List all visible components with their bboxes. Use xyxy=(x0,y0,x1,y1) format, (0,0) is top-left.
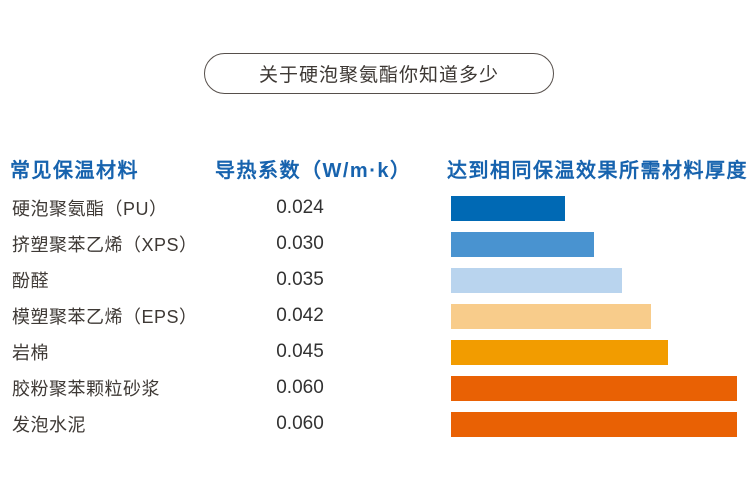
column-header-conductivity: 导热系数（W/m·k） xyxy=(215,159,412,182)
conductivity-value: 0.060 xyxy=(276,377,324,398)
table-row: 酚醛 0.035 xyxy=(0,262,750,298)
table-row: 发泡水泥 0.060 xyxy=(0,406,750,442)
thickness-bar xyxy=(451,231,594,257)
material-label: 硬泡聚氨酯（PU） xyxy=(12,199,168,219)
conductivity-value: 0.060 xyxy=(276,413,324,434)
material-label: 挤塑聚苯乙烯（XPS） xyxy=(12,235,198,255)
thickness-bar-track xyxy=(451,298,741,334)
material-label: 岩棉 xyxy=(12,343,49,363)
thickness-bar-track xyxy=(451,334,741,370)
material-label: 胶粉聚苯颗粒砂浆 xyxy=(12,379,160,399)
page-title: 关于硬泡聚氨酯你知道多少 xyxy=(258,65,499,86)
material-label: 模塑聚苯乙烯（EPS） xyxy=(12,307,198,327)
thickness-bar xyxy=(451,411,737,437)
conductivity-value: 0.042 xyxy=(276,305,324,326)
table-header-row: 常见保温材料 导热系数（W/m·k） 达到相同保温效果所需材料厚度 xyxy=(0,155,750,182)
thickness-bar-track xyxy=(451,262,741,298)
table-row: 胶粉聚苯颗粒砂浆 0.060 xyxy=(0,370,750,406)
column-header-material: 常见保温材料 xyxy=(10,159,139,182)
thickness-bar-track xyxy=(451,370,741,406)
table-row: 模塑聚苯乙烯（EPS） 0.042 xyxy=(0,298,750,334)
thickness-bar xyxy=(451,267,622,293)
column-header-thickness: 达到相同保温效果所需材料厚度 xyxy=(447,159,748,182)
conductivity-value: 0.024 xyxy=(276,197,324,218)
table-row: 硬泡聚氨酯（PU） 0.024 xyxy=(0,190,750,226)
conductivity-value: 0.035 xyxy=(276,269,324,290)
thickness-bar xyxy=(451,195,565,221)
thickness-bar xyxy=(451,375,737,401)
title-pill: 关于硬泡聚氨酯你知道多少 xyxy=(204,53,554,94)
thickness-bar-track xyxy=(451,226,741,262)
table-row: 岩棉 0.045 xyxy=(0,334,750,370)
table-row: 挤塑聚苯乙烯（XPS） 0.030 xyxy=(0,226,750,262)
thickness-bar xyxy=(451,303,651,329)
material-label: 发泡水泥 xyxy=(12,415,86,435)
table-body: 硬泡聚氨酯（PU） 0.024 挤塑聚苯乙烯（XPS） 0.030 酚醛 0.0… xyxy=(0,190,750,442)
thickness-bar-track xyxy=(451,190,741,226)
thickness-bar-track xyxy=(451,406,741,442)
material-label: 酚醛 xyxy=(12,271,49,291)
conductivity-value: 0.045 xyxy=(276,341,324,362)
thickness-bar xyxy=(451,339,668,365)
conductivity-value: 0.030 xyxy=(276,233,324,254)
